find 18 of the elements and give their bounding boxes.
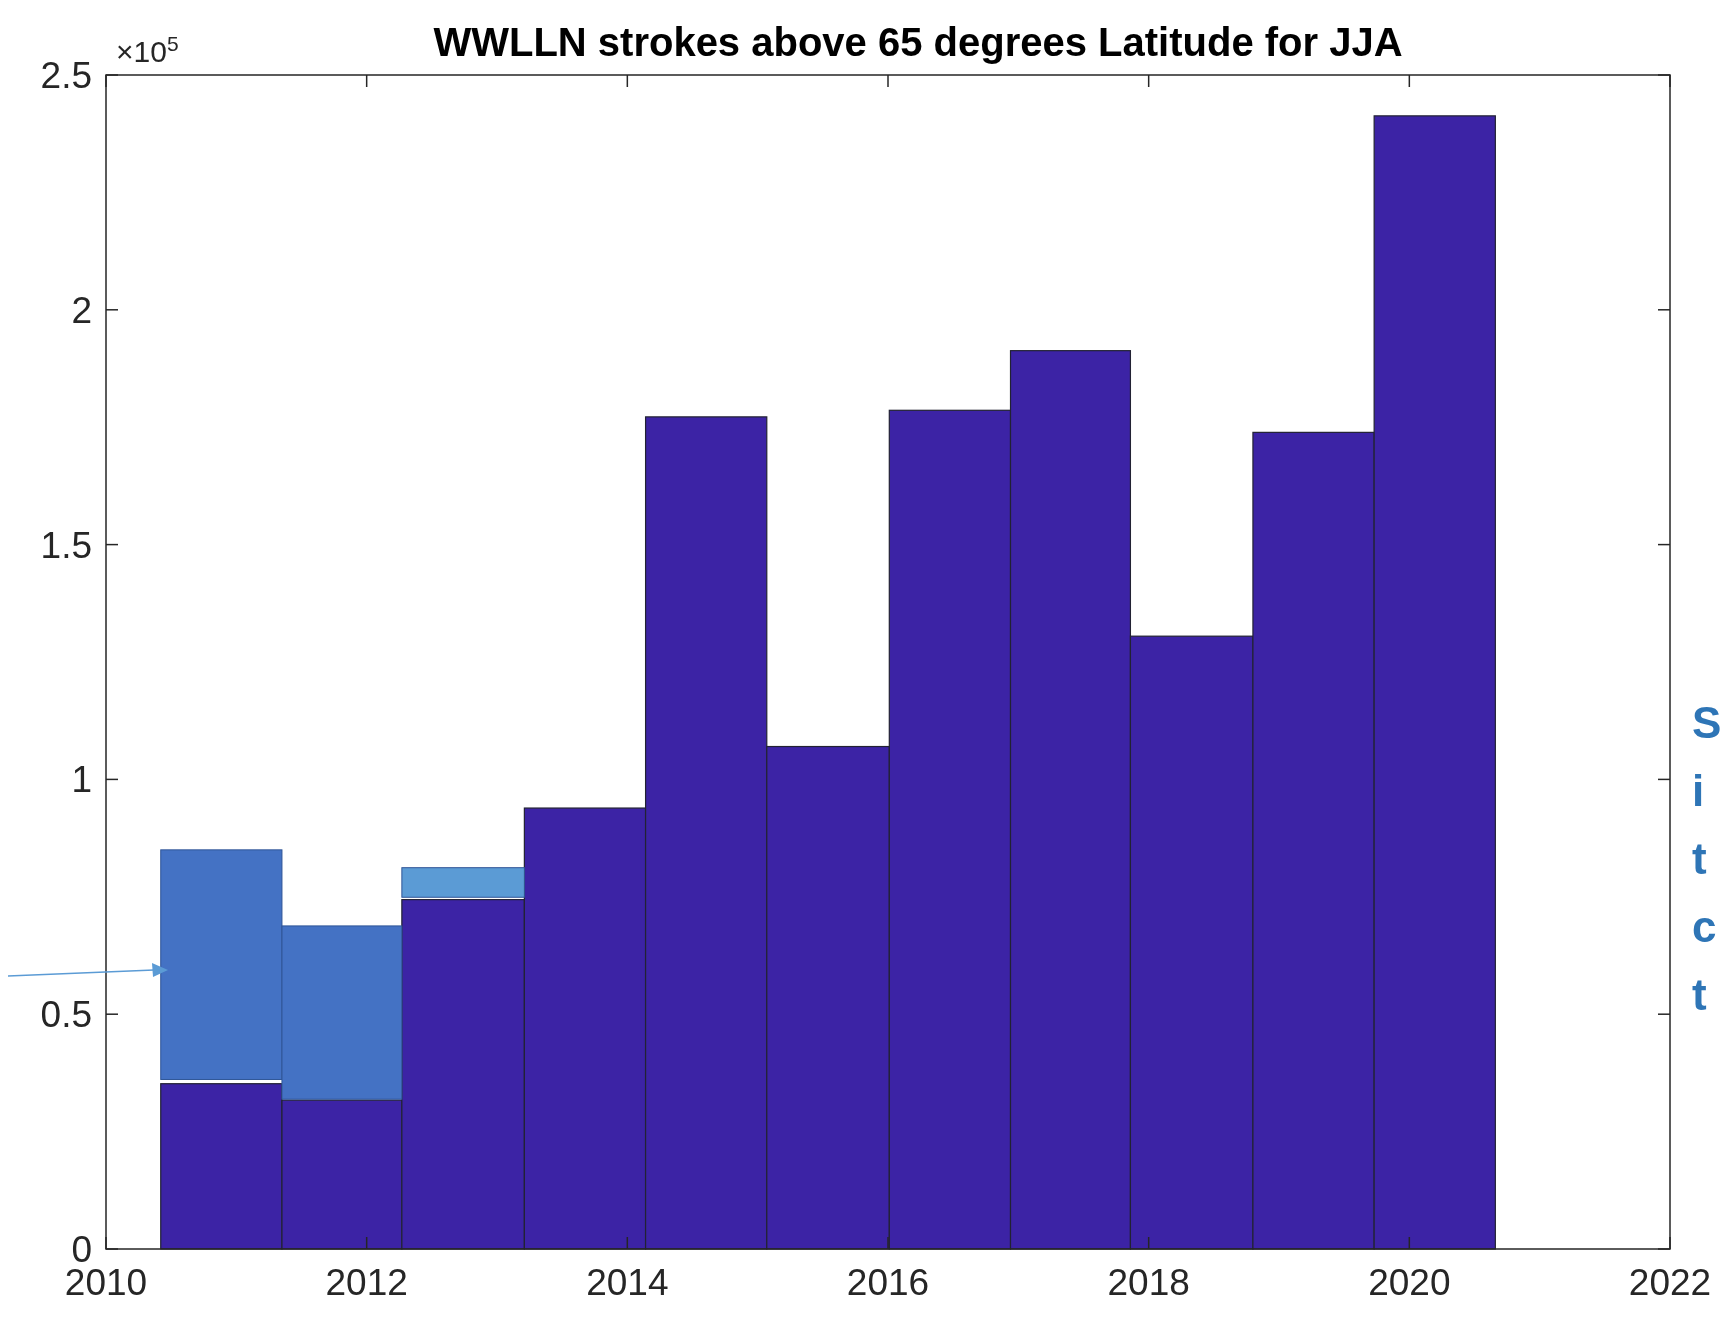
x-tick-label: 2016 <box>846 1262 930 1303</box>
x-tick-label: 2018 <box>1107 1262 1190 1303</box>
y-tick-label: 1 <box>71 759 92 801</box>
x-tick-label: 2012 <box>325 1262 408 1303</box>
y-tick-label: 1.5 <box>40 524 92 566</box>
text: i <box>1692 766 1705 815</box>
text: ×10$^{5}$ <box>116 31 179 68</box>
text: t <box>1692 834 1707 883</box>
y-tick-label: 0.5 <box>40 994 92 1036</box>
text: S <box>1692 698 1722 747</box>
text: c <box>1692 902 1717 951</box>
y-tick-label: 2 <box>71 289 92 331</box>
x-tick-label: 2020 <box>1368 1262 1451 1303</box>
chart-title: WWLLN strokes above 65 degrees Latitude for JJA <box>433 20 1403 64</box>
text: t <box>1692 970 1707 1019</box>
x-tick-label: 2022 <box>1628 1262 1712 1303</box>
y-tick-label: 2.5 <box>40 55 92 96</box>
x-tick-label: 2014 <box>586 1262 669 1303</box>
